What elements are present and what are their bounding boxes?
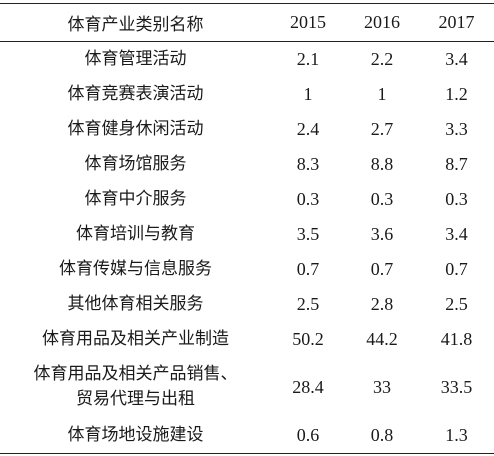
row-category-name: 其他体育相关服务 <box>67 294 204 314</box>
header-year-2017: 2017 <box>419 3 494 42</box>
cell-2016: 0.7 <box>370 259 394 279</box>
cell-2015: 8.3 <box>296 154 320 174</box>
table-row: 体育用品及相关产业制造 50.2 44.2 41.8 <box>0 322 494 357</box>
row-category-name: 体育用品及相关产品销售、 贸易代理与出租 <box>0 357 271 417</box>
row-category-name: 体育竞赛表演活动 <box>67 84 204 104</box>
row-category-name: 体育场地设施建设 <box>0 417 271 454</box>
row-category-name: 体育传媒与信息服务 <box>59 259 212 279</box>
cell-2016: 0.3 <box>370 189 394 209</box>
cell-2016: 44.2 <box>366 329 398 349</box>
cell-2016: 2.8 <box>370 294 394 314</box>
table-row: 体育健身休闲活动 2.4 2.7 3.3 <box>0 112 494 147</box>
table-row: 体育培训与教育 3.5 3.6 3.4 <box>0 217 494 252</box>
table-row: 体育传媒与信息服务 0.7 0.7 0.7 <box>0 252 494 287</box>
cell-2015: 0.3 <box>296 189 320 209</box>
cell-2017: 3.4 <box>445 224 468 244</box>
cell-2015: 28.4 <box>292 376 324 397</box>
table-header-row: 体育产业类别名称 2015 2016 2017 <box>0 3 494 42</box>
table-row: 体育管理活动 2.1 2.2 3.4 <box>0 42 494 78</box>
table-row: 体育中介服务 0.3 0.3 0.3 <box>0 182 494 217</box>
cell-2015: 50.2 <box>292 329 324 349</box>
cell-2017: 0.7 <box>445 259 468 279</box>
row-category-name-line2: 贸易代理与出租 <box>76 389 195 409</box>
cell-2015: 0.6 <box>271 417 345 454</box>
table-row: 体育竞赛表演活动 1 1 1.2 <box>0 77 494 112</box>
cell-2016: 3.6 <box>370 224 394 244</box>
table-row: 体育用品及相关产品销售、 贸易代理与出租 28.4 33 33.5 <box>0 357 494 417</box>
row-category-name: 体育场馆服务 <box>84 154 187 174</box>
cell-2016: 2.7 <box>370 119 394 139</box>
header-year-2016: 2016 <box>345 3 419 42</box>
cell-2017: 0.3 <box>445 189 468 209</box>
row-category-name: 体育中介服务 <box>84 189 187 209</box>
cell-2015: 0.7 <box>296 259 320 279</box>
row-category-name: 体育健身休闲活动 <box>67 119 204 139</box>
cell-2017: 41.8 <box>440 329 473 349</box>
cell-2017: 3.4 <box>445 49 468 69</box>
row-category-name: 体育用品及相关产业制造 <box>42 329 229 349</box>
cell-2016: 1 <box>377 84 387 104</box>
table-row: 其他体育相关服务 2.5 2.8 2.5 <box>0 287 494 322</box>
row-category-name-line1: 体育用品及相关产品销售、 <box>33 364 238 384</box>
table-row: 体育场馆服务 8.3 8.8 8.7 <box>0 147 494 182</box>
cell-2017: 8.7 <box>445 154 468 174</box>
cell-2015: 1 <box>303 84 313 104</box>
cell-2015: 2.4 <box>296 119 320 139</box>
row-category-name: 体育培训与教育 <box>76 224 195 244</box>
header-year-2015: 2015 <box>271 3 345 42</box>
cell-2015: 2.1 <box>296 49 320 69</box>
cell-2017: 1.2 <box>445 84 468 104</box>
row-category-name: 体育管理活动 <box>84 49 187 69</box>
cell-2017: 1.3 <box>419 417 494 454</box>
cell-2016: 2.2 <box>370 49 394 69</box>
header-category-name: 体育产业类别名称 <box>0 3 271 42</box>
cell-2017: 2.5 <box>445 294 468 314</box>
table-row: 体育场地设施建设 0.6 0.8 1.3 <box>0 417 494 454</box>
cell-2016: 8.8 <box>370 154 394 174</box>
cell-2017: 33.5 <box>440 376 473 397</box>
cell-2017: 3.3 <box>445 119 468 139</box>
cell-2015: 2.5 <box>296 294 320 314</box>
cell-2016: 0.8 <box>345 417 419 454</box>
cell-2016: 33 <box>373 376 391 397</box>
cell-2015: 3.5 <box>296 224 320 244</box>
sports-industry-table: 体育产业类别名称 2015 2016 2017 体育管理活动 2.1 2.2 3… <box>0 3 494 454</box>
